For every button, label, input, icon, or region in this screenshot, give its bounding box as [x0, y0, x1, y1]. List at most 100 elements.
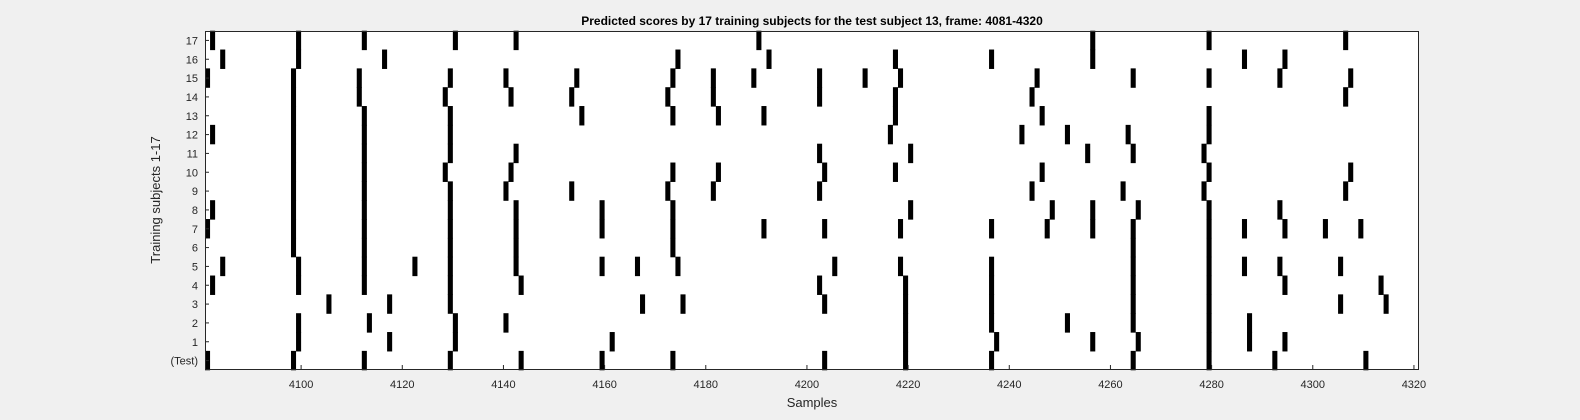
event-mark — [1343, 30, 1349, 51]
event-mark — [751, 68, 757, 88]
event-mark — [210, 30, 216, 51]
event-mark — [761, 106, 767, 126]
event-mark — [447, 275, 453, 295]
event-mark — [680, 294, 686, 314]
event-mark — [452, 332, 458, 352]
event-mark — [817, 181, 823, 201]
event-marks — [205, 30, 1389, 371]
event-mark — [290, 219, 297, 239]
event-mark — [817, 87, 823, 107]
event-mark — [599, 256, 605, 277]
event-mark — [908, 143, 914, 164]
event-mark — [1206, 332, 1212, 352]
event-mark — [503, 68, 509, 88]
event-mark — [1029, 87, 1035, 107]
event-mark — [1064, 313, 1070, 333]
x-tick-label: 4240 — [997, 379, 1021, 391]
event-mark — [296, 332, 302, 352]
event-mark — [670, 162, 676, 182]
event-mark — [903, 313, 909, 333]
event-mark — [670, 219, 676, 239]
axes-area — [205, 31, 1419, 370]
event-mark — [599, 200, 605, 220]
event-mark — [1343, 181, 1349, 201]
event-mark — [1090, 332, 1096, 352]
x-tick-label: 4220 — [896, 379, 920, 391]
event-mark — [892, 106, 898, 126]
event-mark — [609, 332, 615, 352]
event-mark — [579, 106, 585, 126]
event-mark — [832, 256, 838, 277]
event-mark — [361, 124, 367, 145]
event-mark — [290, 162, 297, 182]
x-tick-label: 4140 — [491, 379, 515, 391]
event-mark — [1338, 256, 1344, 277]
chart-title: Predicted scores by 17 training subjects… — [581, 14, 1043, 28]
y-axis-label: Training subjects 1-17 — [148, 136, 163, 263]
event-mark — [447, 237, 453, 258]
x-tick-label: 4320 — [1402, 379, 1426, 391]
event-mark — [1378, 275, 1384, 295]
event-mark — [447, 106, 453, 126]
event-mark — [989, 49, 995, 69]
event-mark — [210, 275, 216, 295]
event-mark — [1029, 181, 1035, 201]
event-mark — [1241, 49, 1248, 69]
event-mark — [290, 68, 297, 88]
event-mark — [892, 87, 898, 107]
x-axis-label: Samples — [787, 395, 838, 410]
event-mark — [356, 87, 362, 107]
event-mark — [1130, 68, 1136, 88]
event-mark — [326, 294, 332, 314]
event-mark — [290, 237, 297, 258]
event-mark — [296, 49, 302, 69]
event-mark — [675, 256, 681, 277]
event-mark — [503, 313, 509, 333]
event-mark — [1282, 332, 1288, 352]
event-mark — [989, 219, 995, 239]
x-tick-label: 4100 — [289, 379, 313, 391]
event-mark — [1343, 87, 1349, 107]
event-mark — [1039, 106, 1045, 126]
event-mark — [447, 124, 453, 145]
y-tick-label: 10 — [186, 167, 198, 179]
y-tick-label: 17 — [186, 35, 198, 47]
event-mark — [513, 30, 519, 51]
event-mark — [989, 275, 995, 295]
event-mark — [822, 162, 828, 182]
event-mark — [897, 219, 904, 239]
event-mark — [361, 237, 367, 258]
event-mark — [1206, 294, 1212, 314]
event-mark — [989, 256, 995, 277]
event-mark — [1039, 162, 1045, 182]
event-mark — [1272, 350, 1278, 371]
event-mark — [822, 294, 828, 314]
event-mark — [1363, 350, 1369, 371]
event-mark — [356, 68, 362, 88]
event-mark — [989, 294, 995, 314]
event-mark — [887, 124, 893, 145]
event-mark — [1090, 30, 1096, 51]
event-mark — [710, 68, 716, 88]
event-mark — [1282, 49, 1288, 69]
event-mark — [447, 256, 453, 277]
event-mark — [1120, 181, 1126, 201]
event-mark — [817, 143, 823, 164]
event-mark — [1338, 294, 1344, 314]
event-mark — [1206, 275, 1212, 295]
event-mark — [1130, 294, 1136, 314]
event-mark — [210, 200, 216, 220]
event-mark — [1348, 162, 1354, 182]
y-tick-label: 14 — [186, 92, 198, 104]
event-mark — [670, 237, 676, 258]
event-mark — [1277, 256, 1283, 277]
event-mark — [817, 275, 823, 295]
event-mark — [447, 68, 453, 88]
event-mark — [366, 313, 372, 333]
event-mark — [361, 256, 367, 277]
event-mark — [1064, 124, 1070, 145]
event-mark — [1090, 200, 1096, 220]
event-mark — [1019, 124, 1025, 145]
event-mark — [447, 294, 453, 314]
